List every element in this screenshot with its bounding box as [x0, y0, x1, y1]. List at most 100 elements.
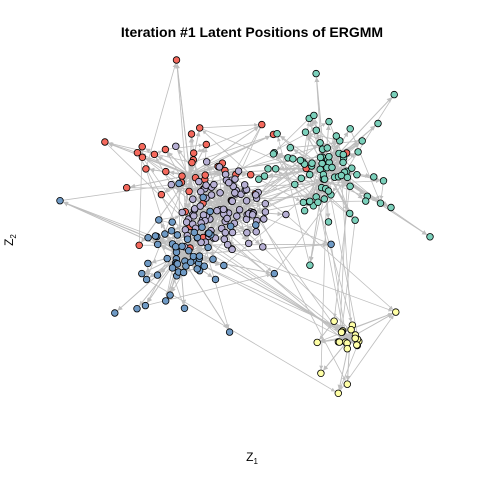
network-node-group-3 — [195, 252, 204, 260]
network-edge — [166, 152, 190, 192]
network-node-group-2 — [210, 180, 218, 189]
network-node-group-5 — [334, 389, 342, 397]
network-node-group-4 — [337, 171, 346, 180]
network-node-group-2 — [248, 211, 257, 219]
network-edge — [277, 137, 311, 266]
network-edge — [290, 139, 359, 149]
network-edge — [174, 185, 223, 211]
network-node-group-3 — [173, 260, 182, 268]
network-node-group-4 — [325, 152, 333, 161]
network-edge — [138, 150, 144, 246]
network-node-group-3 — [111, 309, 119, 317]
network-node-group-2 — [252, 191, 260, 199]
network-node-group-2 — [207, 191, 216, 199]
network-edge — [179, 242, 328, 256]
network-node-group-4 — [306, 170, 314, 179]
network-node-group-3 — [133, 305, 141, 313]
network-edge — [191, 134, 274, 163]
network-node-group-3 — [252, 221, 260, 229]
network-node-group-5 — [353, 341, 361, 349]
network-node-group-1 — [172, 56, 181, 64]
network-node-group-3 — [153, 271, 162, 279]
network-edge — [189, 147, 205, 176]
network-node-group-2 — [228, 245, 236, 254]
network-edge — [63, 201, 149, 239]
network-node-group-1 — [202, 140, 210, 149]
network-node-group-3 — [166, 291, 174, 299]
network-node-group-3 — [198, 223, 206, 231]
network-node-group-5 — [392, 308, 400, 316]
network-node-group-2 — [225, 178, 233, 187]
network-node-group-4 — [255, 175, 263, 183]
network-edge — [199, 127, 388, 207]
network-node-group-5 — [351, 334, 359, 342]
network-node-group-3 — [163, 254, 171, 263]
network-edge — [240, 166, 309, 195]
network-node-group-1 — [162, 167, 170, 176]
network-node-group-4 — [273, 129, 281, 138]
network-edge — [223, 177, 332, 210]
network-edge — [172, 145, 318, 269]
network-node-group-2 — [172, 142, 180, 150]
network-edge — [63, 201, 181, 256]
network-node-group-4 — [269, 150, 278, 158]
network-node-group-4 — [426, 233, 434, 241]
network-edge — [271, 166, 326, 172]
network-node-group-2 — [240, 181, 249, 189]
network-node-group-3 — [171, 242, 180, 251]
network-node-group-3 — [144, 259, 152, 268]
network-node-group-4 — [343, 173, 352, 182]
network-node-group-3 — [153, 240, 162, 249]
network-node-group-3 — [205, 229, 213, 237]
network-node-group-3 — [180, 304, 189, 312]
network-node-group-4 — [320, 195, 328, 203]
network-node-group-2 — [213, 206, 221, 215]
network-node-group-4 — [310, 111, 318, 120]
network-node-group-2 — [215, 163, 224, 171]
network-edge — [276, 118, 310, 151]
network-edge — [59, 182, 176, 202]
network-node-group-3 — [225, 328, 234, 336]
network-node-group-3 — [190, 228, 198, 237]
network-node-group-4 — [308, 159, 316, 167]
network-edge — [332, 168, 353, 318]
network-edge — [142, 157, 193, 230]
network-node-group-2 — [195, 177, 203, 186]
network-node-group-2 — [242, 197, 251, 205]
network-node-group-1 — [157, 190, 166, 199]
network-node-group-1 — [122, 183, 131, 192]
network-node-group-1 — [195, 124, 204, 132]
network-node-group-3 — [168, 218, 176, 226]
network-edge — [157, 251, 175, 276]
network-node-group-4 — [306, 197, 314, 205]
network-node-group-1 — [246, 170, 255, 179]
network-node-group-4 — [312, 126, 320, 134]
network-edge — [189, 163, 220, 176]
network-node-group-3 — [142, 275, 151, 284]
network-node-group-5 — [337, 328, 346, 336]
network-node-group-4 — [379, 177, 388, 185]
network-node-group-4 — [374, 119, 382, 128]
network-node-group-4 — [297, 174, 305, 182]
network-node-group-2 — [189, 195, 197, 203]
network-edge — [194, 232, 355, 344]
network-node-group-5 — [347, 326, 355, 334]
network-edge — [187, 235, 393, 312]
network-node-group-2 — [202, 158, 211, 166]
network-node-group-1 — [161, 145, 170, 154]
network-node-group-1 — [188, 158, 196, 167]
network-edge — [337, 177, 348, 339]
network-node-group-4 — [324, 187, 333, 195]
network-edge — [171, 272, 184, 292]
network-node-group-4 — [291, 180, 299, 189]
network-node-group-3 — [184, 246, 193, 255]
network-node-group-2 — [228, 228, 237, 237]
edge-layer — [59, 59, 431, 394]
network-node-group-3 — [167, 227, 176, 235]
network-node-group-3 — [155, 216, 163, 224]
x-axis-label-base: Z — [246, 450, 253, 464]
network-node-group-3 — [175, 179, 183, 188]
network-edge — [204, 265, 353, 334]
network-node-group-5 — [330, 317, 338, 325]
network-node-group-1 — [185, 187, 193, 196]
